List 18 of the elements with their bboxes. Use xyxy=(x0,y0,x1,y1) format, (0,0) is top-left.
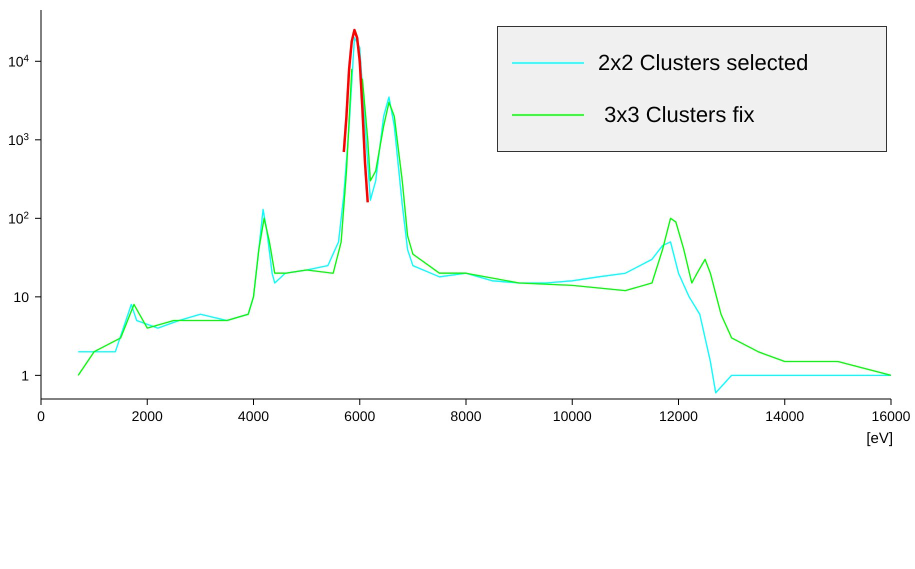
y-tick-label: 1 xyxy=(21,367,30,384)
legend-label: 2x2 Clusters selected xyxy=(598,50,808,76)
x-tick-label: 0 xyxy=(37,408,46,424)
x-tick-label: 12000 xyxy=(659,408,698,424)
x-tick-label: 2000 xyxy=(132,408,164,424)
y-tick-label: 10$^{4}$ xyxy=(8,52,30,70)
y-tick-label: 10$^{3}$ xyxy=(8,131,30,148)
x-tick-label: 16000 xyxy=(872,408,911,424)
y-tick-label: 10$^{2}$ xyxy=(8,210,29,226)
x-tick-label: 8000 xyxy=(450,408,482,424)
line-series xyxy=(342,28,369,204)
x-tick-label: 14000 xyxy=(765,408,804,424)
x-axis-title: [eV] xyxy=(866,430,893,447)
x-tick-label: 10000 xyxy=(552,408,592,424)
x-tick-label: 6000 xyxy=(344,408,376,424)
y-tick-label: 10 xyxy=(13,288,30,305)
legend-label: 3x3 Clusters fix xyxy=(603,102,754,128)
x-tick-label: 4000 xyxy=(238,408,270,424)
